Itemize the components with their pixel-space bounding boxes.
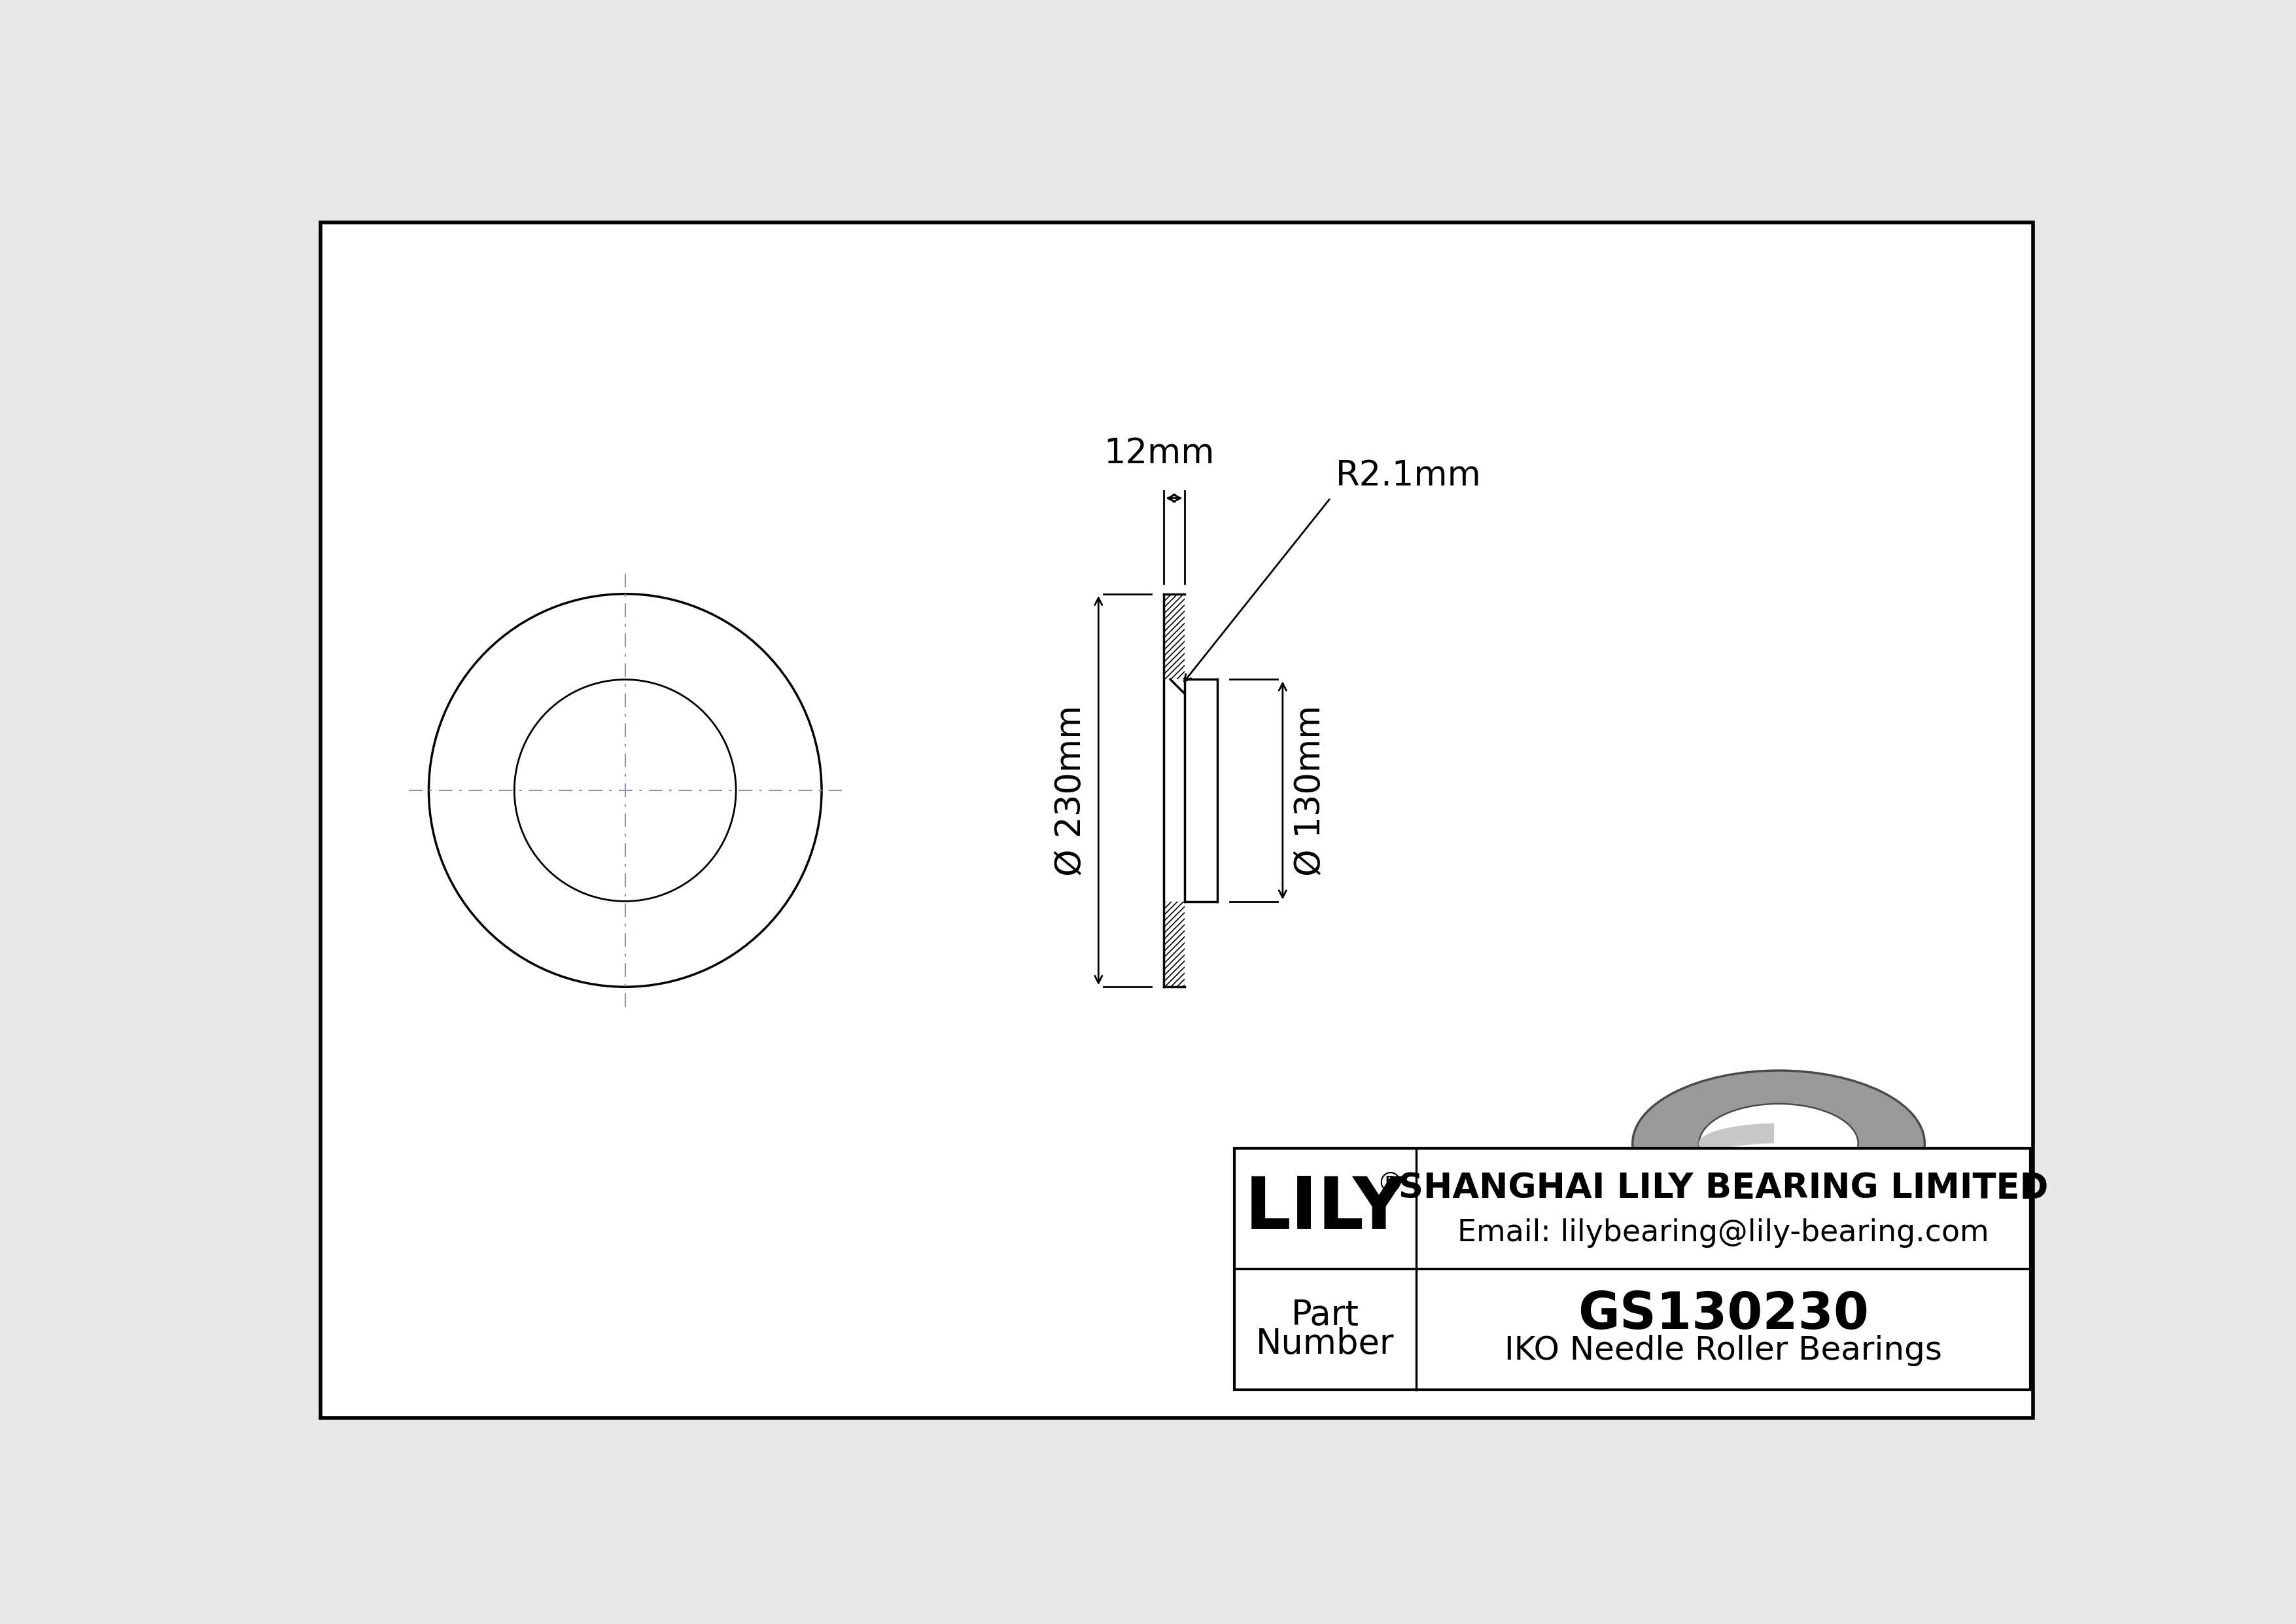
Text: Ø 230mm: Ø 230mm: [1054, 705, 1088, 875]
Text: ®: ®: [1375, 1171, 1403, 1199]
Text: 12mm: 12mm: [1104, 437, 1215, 471]
Polygon shape: [1632, 1108, 1770, 1199]
Text: IKO Needle Roller Bearings: IKO Needle Roller Bearings: [1504, 1335, 1942, 1366]
Bar: [1235, 1148, 2030, 1390]
Text: R2.1mm: R2.1mm: [1336, 460, 1481, 494]
Ellipse shape: [1632, 1070, 1924, 1216]
Ellipse shape: [1699, 1104, 1857, 1184]
Text: SHANGHAI LILY BEARING LIMITED: SHANGHAI LILY BEARING LIMITED: [1398, 1171, 2048, 1205]
Text: Ø 130mm: Ø 130mm: [1293, 705, 1327, 875]
Polygon shape: [1699, 1124, 1773, 1182]
Ellipse shape: [1699, 1122, 1857, 1202]
Text: Email: lilybearing@lily-bearing.com: Email: lilybearing@lily-bearing.com: [1458, 1218, 1988, 1247]
Ellipse shape: [1632, 1090, 1924, 1236]
Text: GS130230: GS130230: [1577, 1289, 1869, 1340]
Text: Part: Part: [1290, 1298, 1359, 1332]
Text: LILY: LILY: [1244, 1174, 1405, 1244]
Text: Number: Number: [1256, 1327, 1394, 1361]
